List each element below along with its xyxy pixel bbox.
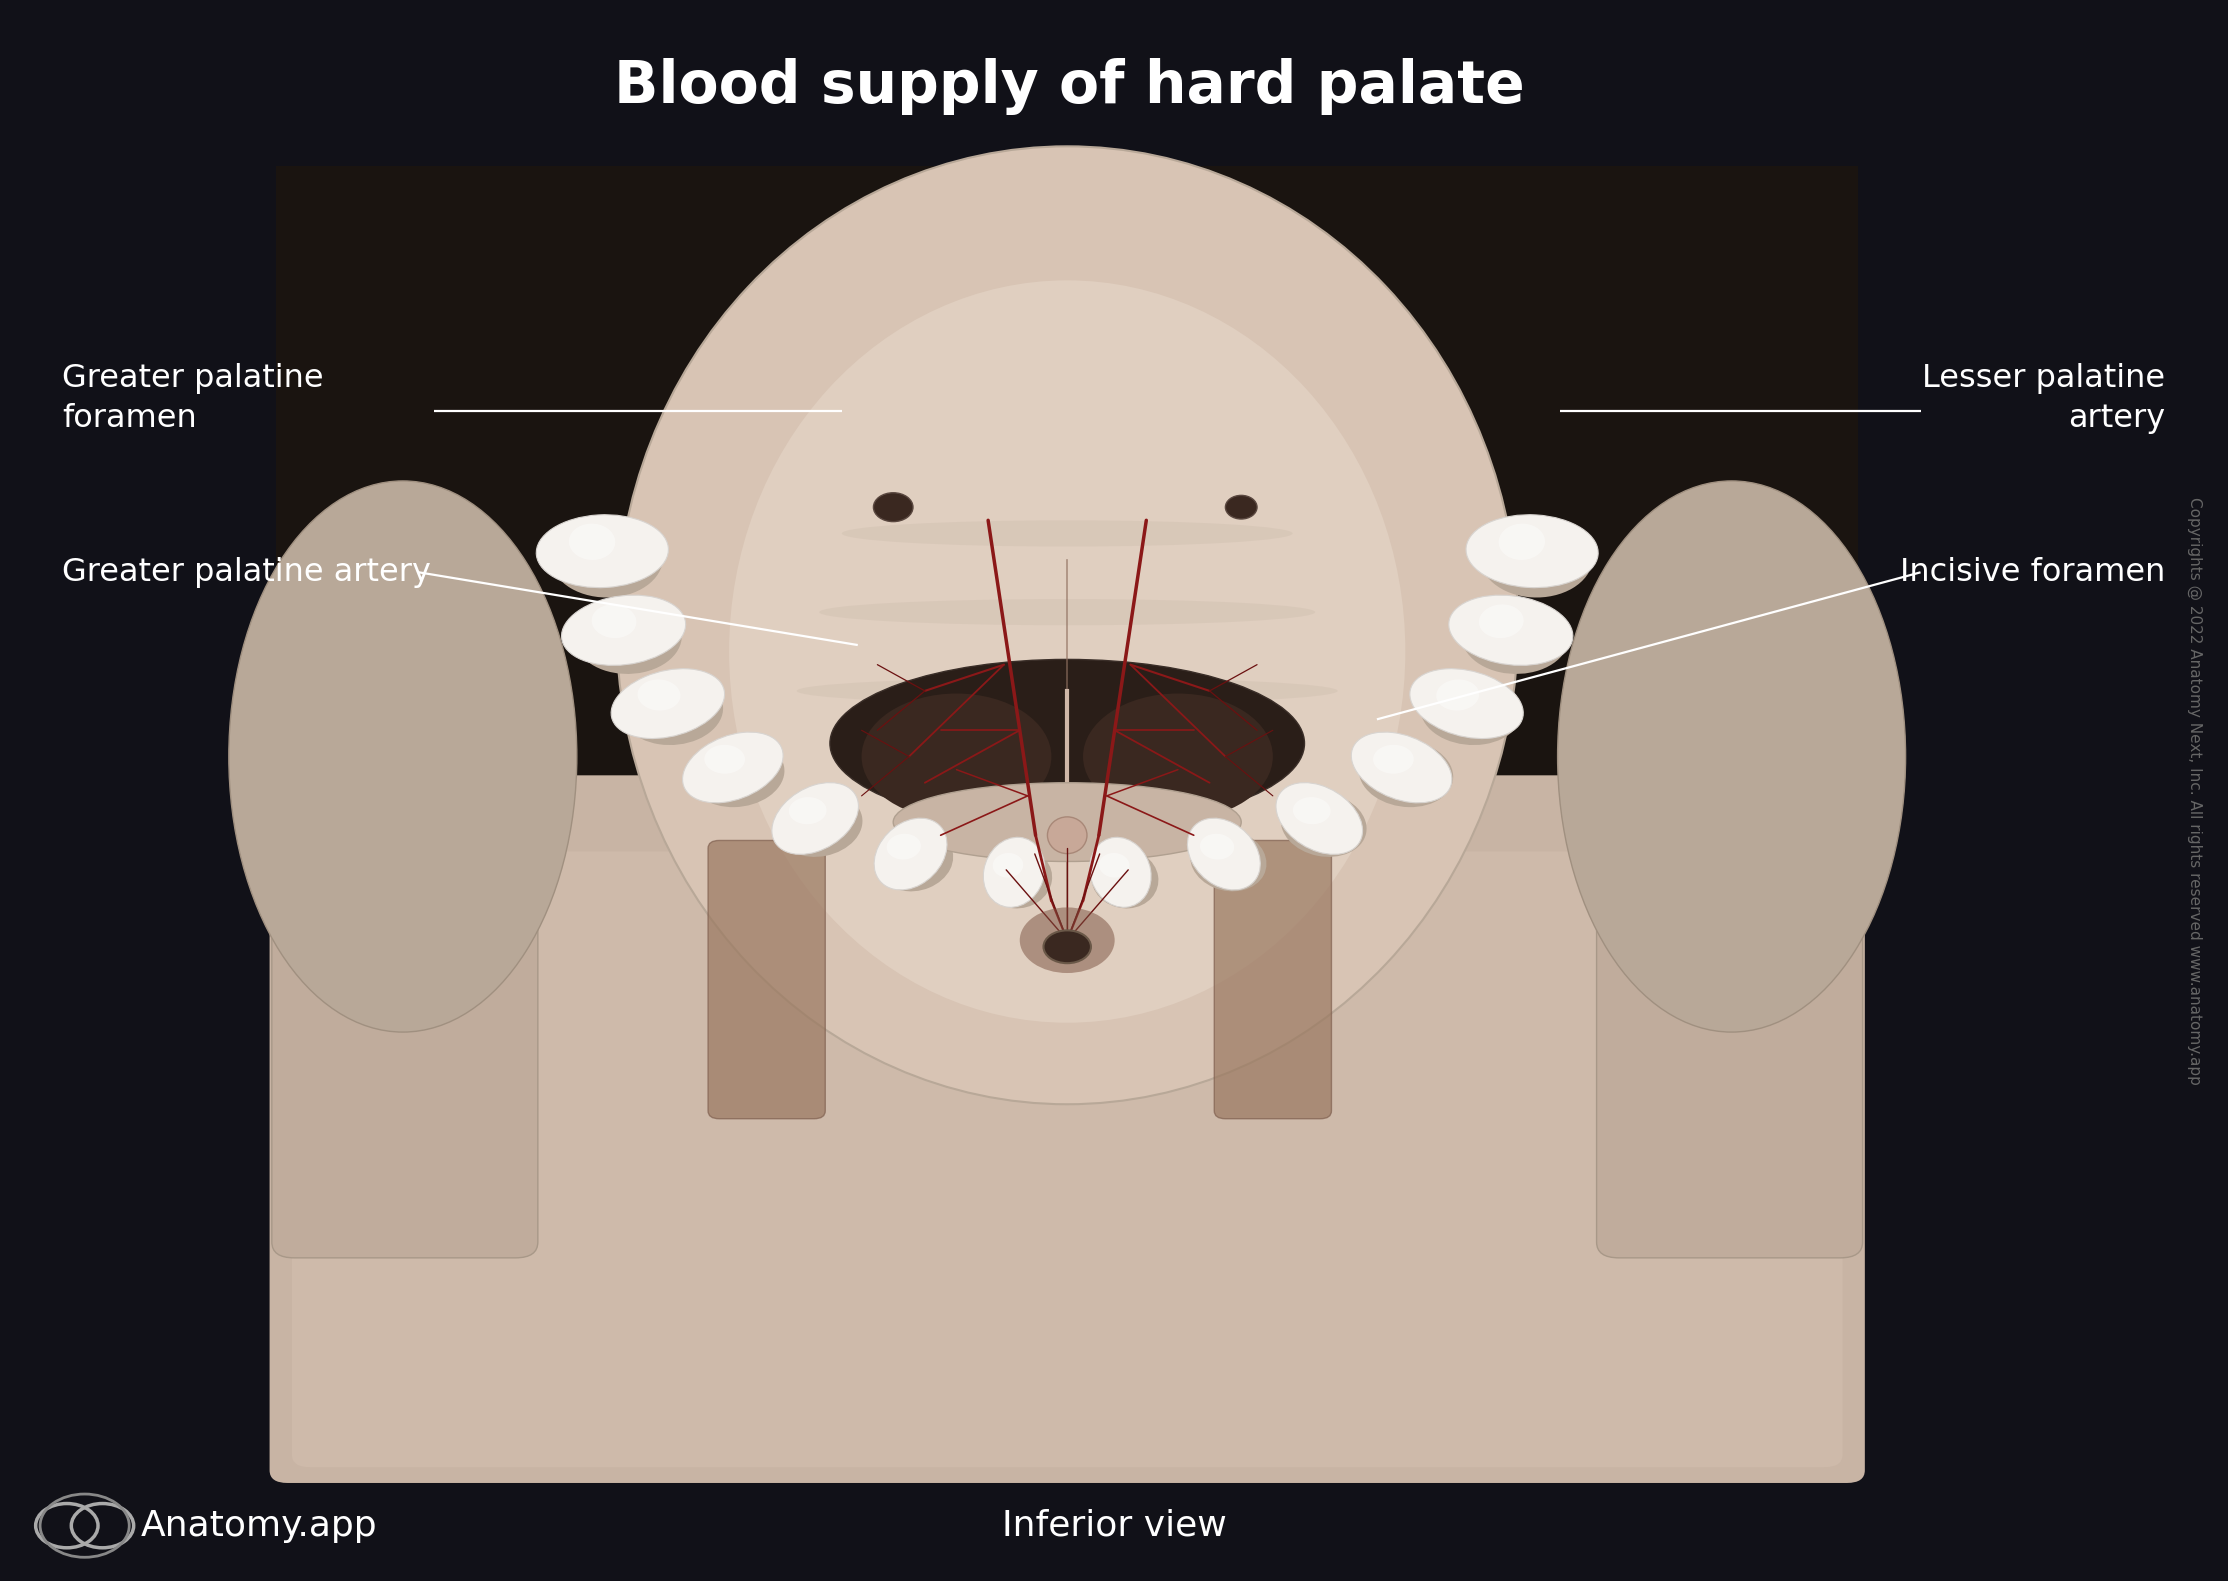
Ellipse shape: [771, 783, 858, 854]
Ellipse shape: [1462, 599, 1569, 674]
Ellipse shape: [862, 694, 1052, 819]
Ellipse shape: [637, 680, 680, 710]
Ellipse shape: [1410, 669, 1524, 738]
Ellipse shape: [617, 147, 1517, 1104]
Ellipse shape: [1557, 481, 1905, 1032]
Ellipse shape: [789, 797, 827, 824]
FancyBboxPatch shape: [272, 806, 537, 1258]
Ellipse shape: [575, 599, 682, 674]
Ellipse shape: [1277, 783, 1364, 854]
Ellipse shape: [994, 854, 1023, 877]
Ellipse shape: [610, 669, 724, 738]
Ellipse shape: [561, 594, 686, 666]
Text: Anatomy.app: Anatomy.app: [140, 1508, 377, 1543]
Ellipse shape: [1372, 745, 1415, 773]
Ellipse shape: [1043, 930, 1092, 963]
Ellipse shape: [1352, 732, 1453, 803]
Ellipse shape: [1083, 694, 1272, 819]
Ellipse shape: [568, 523, 615, 560]
Ellipse shape: [873, 493, 913, 522]
Ellipse shape: [820, 599, 1315, 624]
Ellipse shape: [1089, 838, 1152, 907]
Ellipse shape: [798, 678, 1337, 704]
Ellipse shape: [729, 280, 1406, 1023]
Ellipse shape: [622, 675, 724, 745]
Ellipse shape: [1437, 680, 1479, 710]
Ellipse shape: [985, 849, 1052, 909]
Ellipse shape: [537, 515, 668, 588]
Ellipse shape: [893, 783, 1241, 862]
Ellipse shape: [682, 732, 782, 803]
Ellipse shape: [593, 604, 637, 639]
Ellipse shape: [550, 517, 664, 598]
Ellipse shape: [1225, 495, 1257, 519]
Ellipse shape: [1190, 830, 1266, 892]
Ellipse shape: [1479, 517, 1593, 598]
Ellipse shape: [229, 481, 577, 1032]
Ellipse shape: [873, 819, 947, 890]
FancyBboxPatch shape: [270, 775, 1865, 1483]
Ellipse shape: [1092, 849, 1159, 909]
Ellipse shape: [1479, 604, 1524, 639]
Text: Inferior view: Inferior view: [1003, 1508, 1225, 1543]
Text: Lesser palatine
artery: Lesser palatine artery: [1923, 364, 2166, 433]
Text: Copyrights @ 2022 Anatomy Next, Inc. All rights reserved www.anatomy.app: Copyrights @ 2022 Anatomy Next, Inc. All…: [2188, 496, 2201, 1085]
Bar: [276, 166, 1858, 1478]
FancyBboxPatch shape: [709, 841, 824, 1119]
Ellipse shape: [887, 833, 920, 860]
Text: Incisive foramen: Incisive foramen: [1900, 557, 2166, 588]
FancyBboxPatch shape: [292, 851, 1843, 1467]
Ellipse shape: [1047, 817, 1087, 854]
Ellipse shape: [1201, 833, 1234, 860]
Ellipse shape: [983, 838, 1045, 907]
Text: Blood supply of hard palate: Blood supply of hard palate: [615, 58, 1524, 115]
Ellipse shape: [704, 745, 744, 773]
Ellipse shape: [1188, 819, 1261, 890]
Ellipse shape: [691, 740, 784, 808]
Ellipse shape: [1419, 675, 1522, 745]
Ellipse shape: [1466, 515, 1597, 588]
Ellipse shape: [1098, 854, 1130, 877]
Ellipse shape: [1499, 523, 1544, 560]
Ellipse shape: [1448, 594, 1573, 666]
Ellipse shape: [842, 520, 1292, 547]
Ellipse shape: [1292, 797, 1330, 824]
Ellipse shape: [778, 792, 862, 857]
Ellipse shape: [831, 659, 1306, 827]
Ellipse shape: [1359, 740, 1453, 808]
FancyBboxPatch shape: [1597, 806, 1863, 1258]
Ellipse shape: [1281, 792, 1366, 857]
Text: Greater palatine artery: Greater palatine artery: [62, 557, 432, 588]
Ellipse shape: [1020, 907, 1114, 972]
Ellipse shape: [878, 830, 954, 892]
Text: Greater palatine
foramen: Greater palatine foramen: [62, 364, 323, 433]
FancyBboxPatch shape: [1214, 841, 1332, 1119]
